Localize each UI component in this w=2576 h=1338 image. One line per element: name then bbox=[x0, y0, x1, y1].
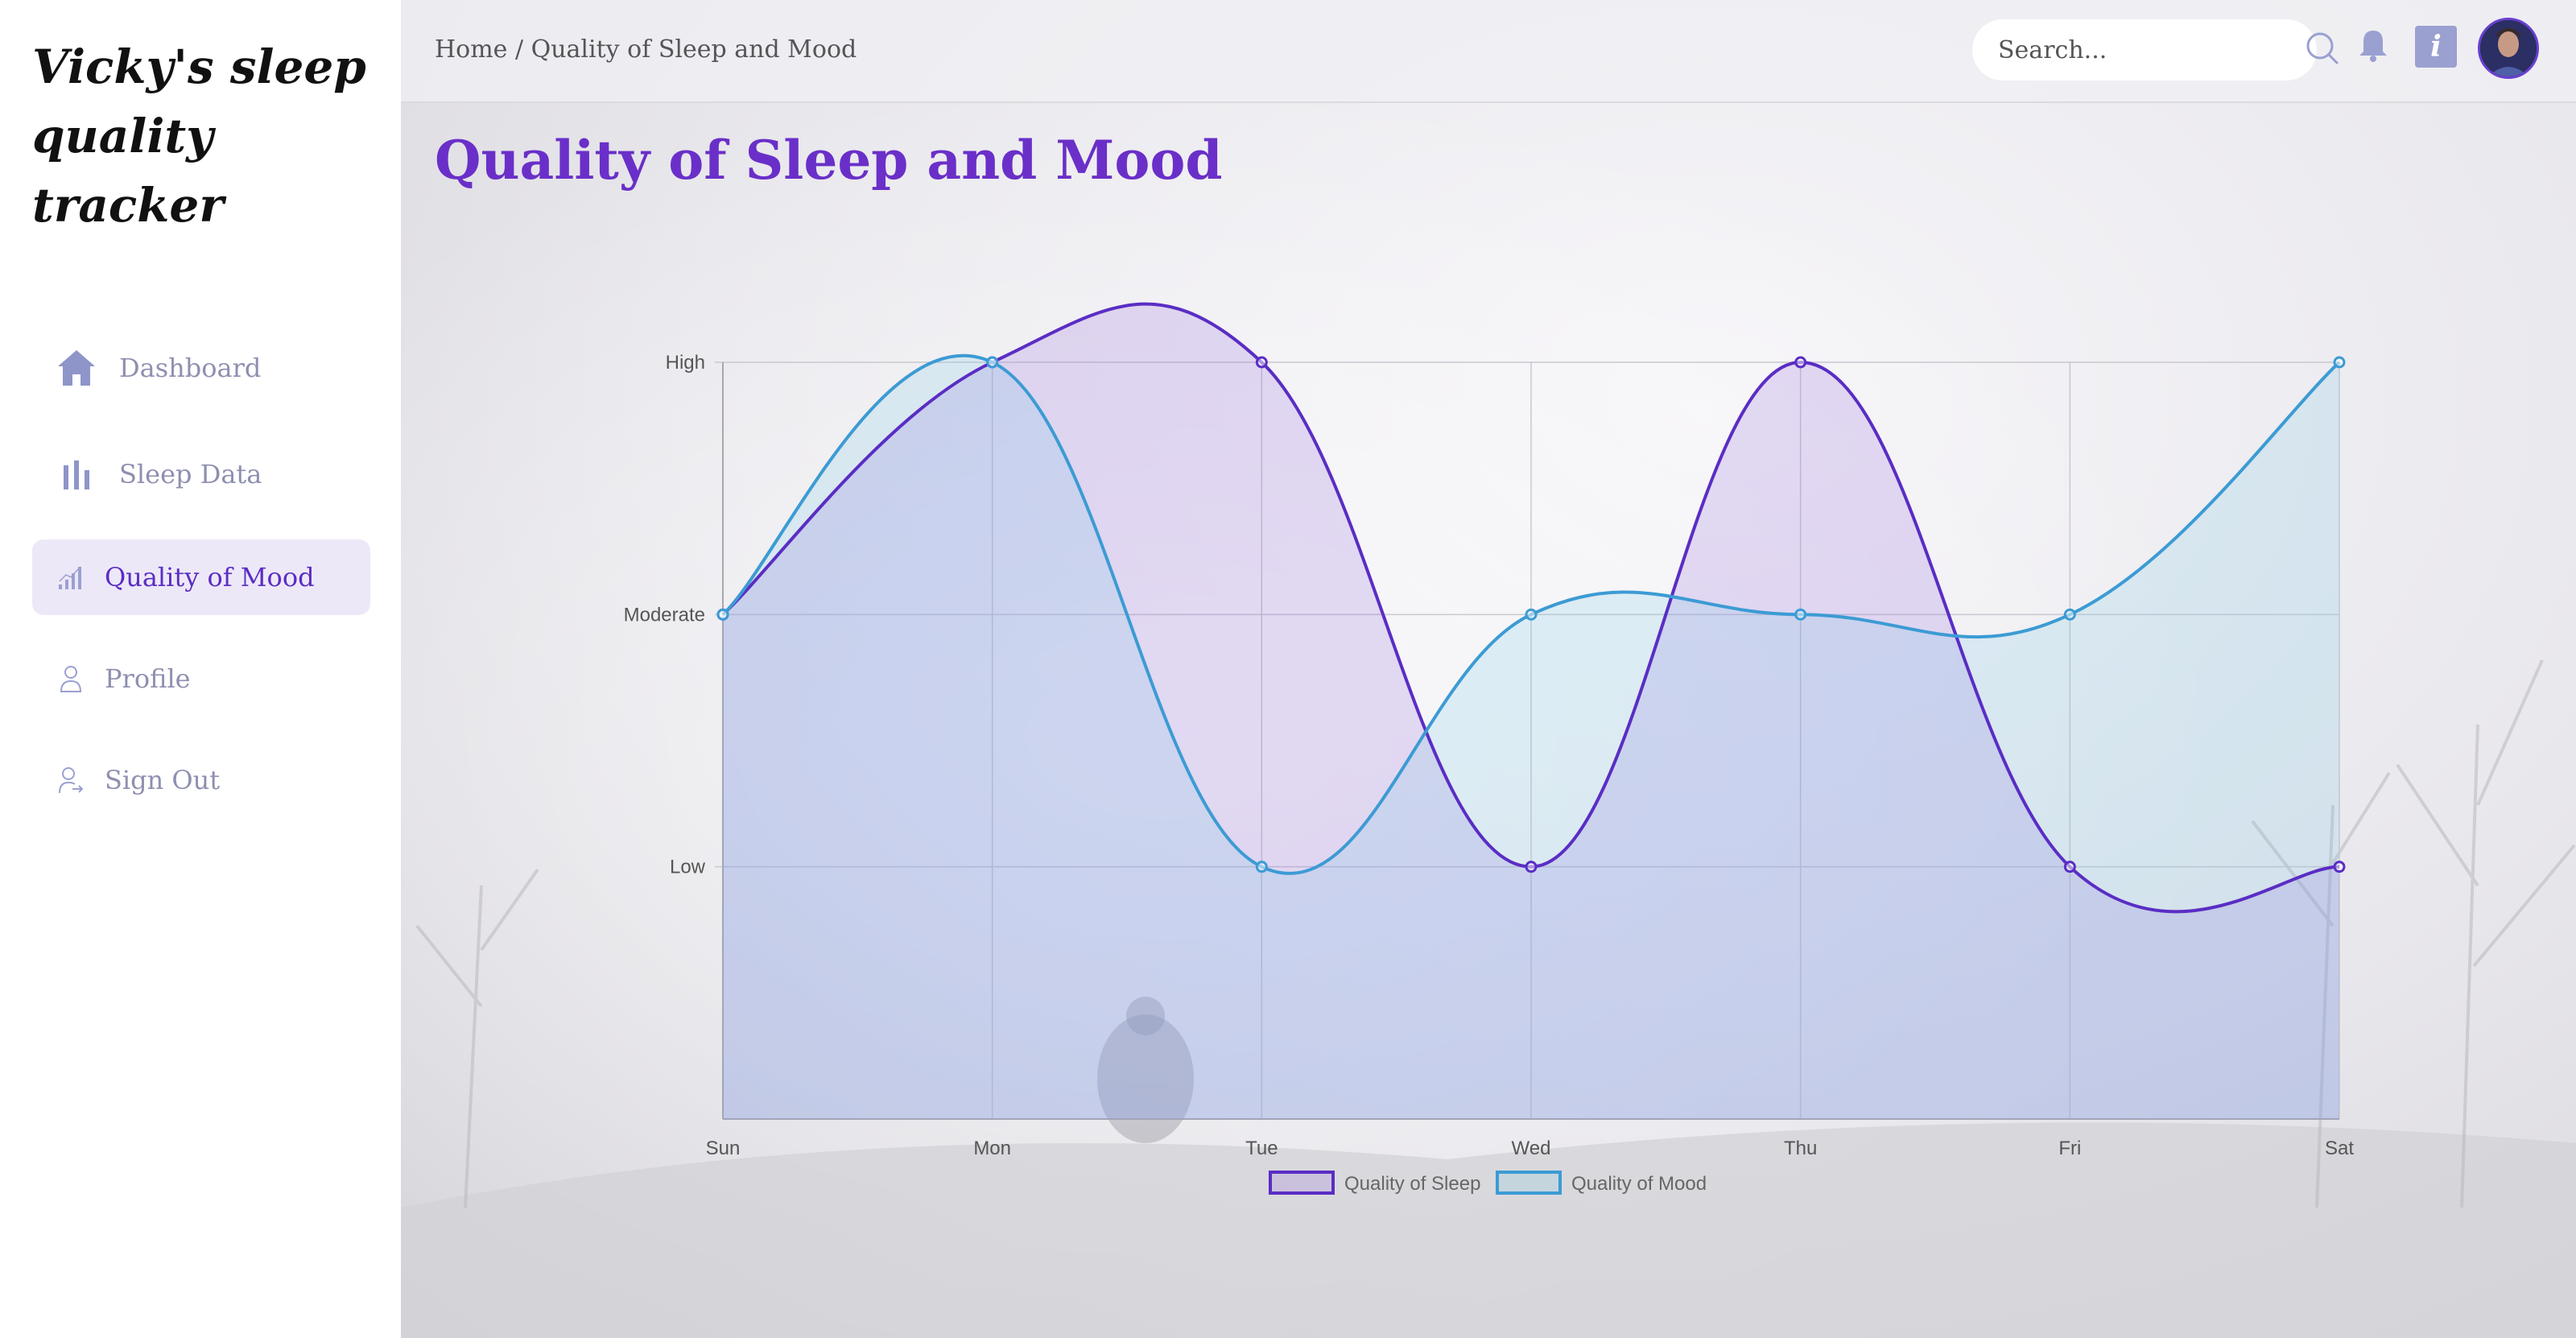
data-point bbox=[986, 356, 999, 369]
data-point bbox=[1255, 861, 1268, 873]
top-bar: Home / Quality of Sleep and Mood i bbox=[401, 0, 2576, 103]
y-tick-label: High bbox=[666, 352, 705, 374]
data-point bbox=[2333, 356, 2346, 369]
sidebar-item-label: Dashboard bbox=[119, 353, 262, 383]
signal-chart-icon bbox=[56, 563, 85, 592]
home-icon bbox=[55, 346, 98, 390]
series-line bbox=[721, 302, 2340, 914]
background-image bbox=[401, 0, 2576, 1338]
info-icon[interactable]: i bbox=[2415, 26, 2457, 68]
app-title: Vicky's sleep quality tracker bbox=[32, 39, 366, 233]
search-box bbox=[1972, 19, 2339, 81]
data-point bbox=[1794, 356, 1807, 369]
search-icon[interactable] bbox=[2305, 31, 2340, 69]
sidebar-item-label: Sign Out bbox=[105, 765, 221, 795]
x-tick-label: Sat bbox=[2325, 1138, 2354, 1159]
sidebar-item-sleep-data[interactable]: Sleep Data bbox=[32, 436, 370, 512]
sleep-mood-chart: Low Moderate High Sun Mon Tue Wed Thu Fri Sat Qual… bbox=[624, 302, 2354, 1195]
x-tick-label: Mon bbox=[973, 1138, 1011, 1159]
data-point bbox=[1255, 356, 1268, 369]
sidebar-item-profile[interactable]: Profile bbox=[32, 641, 370, 716]
avatar[interactable] bbox=[2478, 18, 2539, 79]
series-area bbox=[723, 304, 2339, 1119]
x-tick-label: Fri bbox=[2058, 1138, 2081, 1159]
main-content: Home / Quality of Sleep and Mood i Quali… bbox=[401, 0, 2576, 1338]
sign-out-icon bbox=[56, 766, 85, 795]
data-point bbox=[1525, 861, 1538, 873]
sidebar-item-quality-of-mood[interactable]: Quality of Mood bbox=[32, 539, 370, 615]
sidebar-item-dashboard[interactable]: Dashboard bbox=[32, 330, 370, 406]
x-tick-label: Tue bbox=[1245, 1138, 1278, 1159]
legend-label: Quality of Mood bbox=[1571, 1173, 1707, 1195]
page-title: Quality of Sleep and Mood bbox=[435, 129, 1223, 192]
legend-swatch bbox=[1496, 1171, 1562, 1195]
x-tick-label: Thu bbox=[1784, 1138, 1817, 1159]
sidebar-item-label: Profile bbox=[105, 663, 191, 694]
sidebar-item-sign-out[interactable]: Sign Out bbox=[32, 742, 370, 818]
sidebar-item-label: Sleep Data bbox=[119, 459, 262, 489]
x-tick-label: Sun bbox=[706, 1138, 741, 1159]
sidebar: Vicky's sleep quality tracker Dashboard … bbox=[0, 0, 401, 1338]
data-point bbox=[716, 608, 729, 621]
user-icon bbox=[56, 664, 85, 693]
sidebar-item-label: Quality of Mood bbox=[105, 562, 315, 593]
data-point bbox=[2333, 861, 2346, 873]
breadcrumb: Home / Quality of Sleep and Mood bbox=[435, 35, 857, 64]
bar-chart-icon bbox=[60, 457, 93, 491]
legend-label: Quality of Sleep bbox=[1344, 1173, 1480, 1195]
data-point bbox=[1525, 608, 1538, 621]
x-tick-label: Wed bbox=[1512, 1138, 1551, 1159]
data-point bbox=[2063, 861, 2076, 873]
bell-icon[interactable] bbox=[2357, 27, 2389, 66]
series-line bbox=[721, 353, 2341, 875]
y-tick-label: Low bbox=[670, 857, 706, 878]
legend-swatch bbox=[1269, 1171, 1335, 1195]
y-tick-label: Moderate bbox=[624, 604, 705, 626]
series-area bbox=[723, 355, 2339, 1119]
data-point bbox=[2063, 608, 2076, 621]
search-input[interactable] bbox=[1996, 35, 2305, 65]
data-point bbox=[1794, 608, 1807, 621]
